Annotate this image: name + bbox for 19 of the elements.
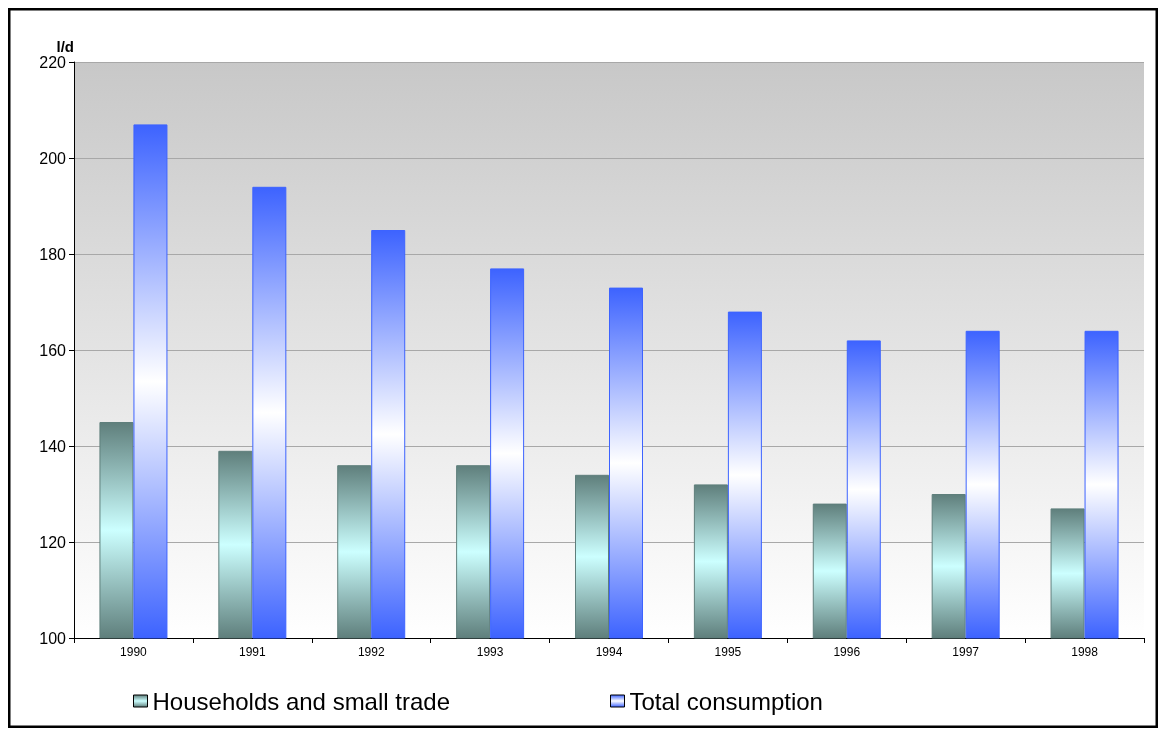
y-tick-label: 180 (39, 245, 67, 263)
x-tick-label: 1996 (833, 645, 861, 659)
x-tick-label: 1998 (1071, 645, 1099, 659)
legend-label: Total consumption (629, 687, 823, 715)
y-tick-label: 160 (39, 341, 67, 359)
y-tick-label: 140 (39, 437, 67, 455)
y-tick-label: 100 (39, 629, 67, 647)
legend-label: Households and small trade (152, 687, 451, 715)
x-tick-label: 1991 (238, 645, 266, 659)
y-tick-label: 200 (39, 149, 67, 167)
x-tick-label: 1995 (714, 645, 742, 659)
y-tick-label: 120 (39, 533, 67, 551)
x-tick-label: 1994 (595, 645, 623, 659)
x-tick-label: 1997 (952, 645, 980, 659)
x-tick-label: 1993 (476, 645, 504, 659)
y-axis-title: l/d (56, 38, 74, 55)
x-tick-label: 1992 (357, 645, 385, 659)
x-tick-label: 1990 (120, 645, 148, 659)
y-tick-label: 220 (39, 53, 67, 71)
